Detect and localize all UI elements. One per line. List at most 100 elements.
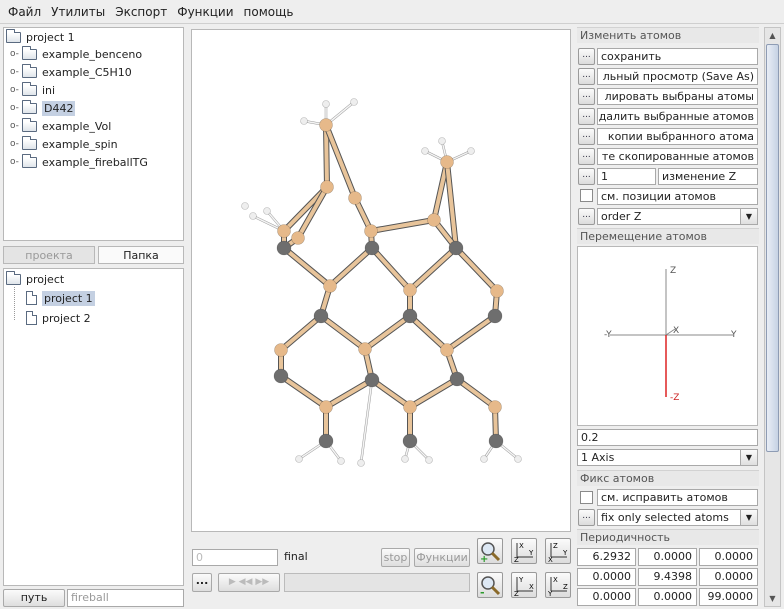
carbon-atom[interactable] [402,308,418,324]
periodicity-cell[interactable]: 0.0000 [577,588,636,606]
hydrogen-atom[interactable] [421,147,429,155]
dots-button[interactable]: ... [578,108,595,125]
zoom-out-button[interactable]: - [477,572,503,599]
dots-button[interactable]: ... [578,168,595,185]
dots-button[interactable]: ... [578,509,595,526]
axis-select[interactable]: 1 Axis ▼ [577,449,758,466]
chevron-down-icon[interactable]: ▼ [740,209,757,224]
hydrogen-atom[interactable] [514,455,522,463]
silicon-atom[interactable] [274,343,288,357]
periodicity-cell[interactable]: 0.0000 [638,548,697,566]
silicon-atom[interactable] [319,400,333,414]
hydrogen-atom[interactable] [467,147,475,155]
silicon-atom[interactable] [488,400,502,414]
hydrogen-atom[interactable] [263,207,271,215]
file-tree-item-selected[interactable]: project 1 [26,289,95,307]
silicon-atom[interactable] [348,191,362,205]
dots-button[interactable]: ... [578,128,595,145]
periodicity-cell[interactable]: 6.2932 [577,548,636,566]
tab-project[interactable]: проекта [3,246,95,264]
fix-select[interactable]: fix only selected atoms ▼ [597,509,758,526]
dots-button[interactable]: ... [578,68,595,85]
tree-item-selected[interactable]: o- D442 [10,99,76,117]
periodicity-cell[interactable]: 0.0000 [577,568,636,586]
scroll-up-arrow[interactable]: ▲ [769,31,776,40]
carbon-atom[interactable] [488,433,504,449]
tree-item[interactable]: o-ini [10,81,55,99]
hydrogen-atom[interactable] [295,455,303,463]
silicon-atom[interactable] [403,400,417,414]
carbon-atom[interactable] [318,433,334,449]
functions-button[interactable]: Функции [414,548,470,567]
save-button[interactable]: сохранить [597,48,758,65]
carbon-atom[interactable] [276,240,292,256]
periodicity-cell[interactable]: 0.0000 [699,568,758,586]
axis-widget[interactable]: Z -Y Y X -Z [577,246,758,426]
tree-item[interactable]: o-example_fireballTG [10,153,148,171]
tree-handle-icon[interactable]: o- [10,157,19,167]
delete-selected-button[interactable]: далить выбранные атомов [597,108,758,125]
hydrogen-atom[interactable] [401,455,409,463]
silicon-atom[interactable] [323,279,337,293]
tree-handle-icon[interactable]: o- [10,85,19,95]
step-input[interactable]: 0.2 [577,429,758,446]
hydrogen-atom[interactable] [249,212,257,220]
silicon-atom[interactable] [277,224,291,238]
tree-handle-icon[interactable]: o- [10,67,19,77]
zoom-in-button[interactable]: + [477,538,503,565]
fix-atoms-checkbox[interactable] [580,491,593,504]
isolate-selected-button[interactable]: лировать выбраны атомы [597,88,758,105]
tree-item[interactable]: o-example_benceno [10,45,142,63]
tree-root[interactable]: project 1 [6,28,75,46]
z-change-input[interactable]: 1 [597,168,656,185]
menu-utilities[interactable]: Утилиты [51,4,106,19]
carbon-atom[interactable] [449,371,465,387]
hydrogen-atom[interactable] [438,137,446,145]
silicon-atom[interactable] [490,284,504,298]
path-input[interactable]: fireball [67,589,184,607]
hydrogen-atom[interactable] [357,459,365,467]
dots-button[interactable]: ... [578,88,595,105]
carbon-atom[interactable] [364,240,380,256]
menu-file[interactable]: Файл [8,4,42,19]
silicon-atom[interactable] [320,180,334,194]
tree-handle-icon[interactable]: o- [10,139,19,149]
periodicity-cell[interactable]: 0.0000 [699,548,758,566]
menu-help[interactable]: помощь [243,4,294,19]
tree-handle-icon[interactable]: o- [10,49,19,59]
frame-input[interactable]: 0 [192,549,278,566]
hydrogen-atom[interactable] [322,100,330,108]
hydrogen-atom[interactable] [337,457,345,465]
tree-handle-icon[interactable]: o- [10,103,19,113]
carbon-atom[interactable] [273,368,289,384]
silicon-atom[interactable] [364,224,378,238]
dots-button[interactable]: ... [578,48,595,65]
periodicity-cell[interactable]: 99.0000 [699,588,758,606]
silicon-atom[interactable] [358,342,372,356]
carbon-atom[interactable] [402,433,418,449]
silicon-atom[interactable] [319,118,333,132]
molecule-viewer[interactable] [191,29,571,532]
scroll-thumb[interactable] [766,44,779,452]
periodicity-cell[interactable]: 9.4398 [638,568,697,586]
tab-folder[interactable]: Папка [98,246,184,264]
dots-button[interactable]: ... [578,208,595,225]
file-tree-root[interactable]: project [6,270,64,288]
chevron-down-icon[interactable]: ▼ [740,450,757,465]
silicon-atom[interactable] [440,343,454,357]
order-select[interactable]: order Z ▼ [597,208,758,225]
dots-button[interactable]: ... [578,148,595,165]
hydrogen-atom[interactable] [300,117,308,125]
silicon-atom[interactable] [427,213,441,227]
tree-item[interactable]: o-example_spin [10,135,118,153]
file-tree-item[interactable]: project 2 [26,309,91,327]
menu-functions[interactable]: Функции [177,4,234,19]
carbon-atom[interactable] [487,308,503,324]
hydrogen-atom[interactable] [425,456,433,464]
silicon-atom[interactable] [440,155,454,169]
hydrogen-atom[interactable] [480,455,488,463]
rewind-icon[interactable]: ◀◀ [238,577,253,587]
